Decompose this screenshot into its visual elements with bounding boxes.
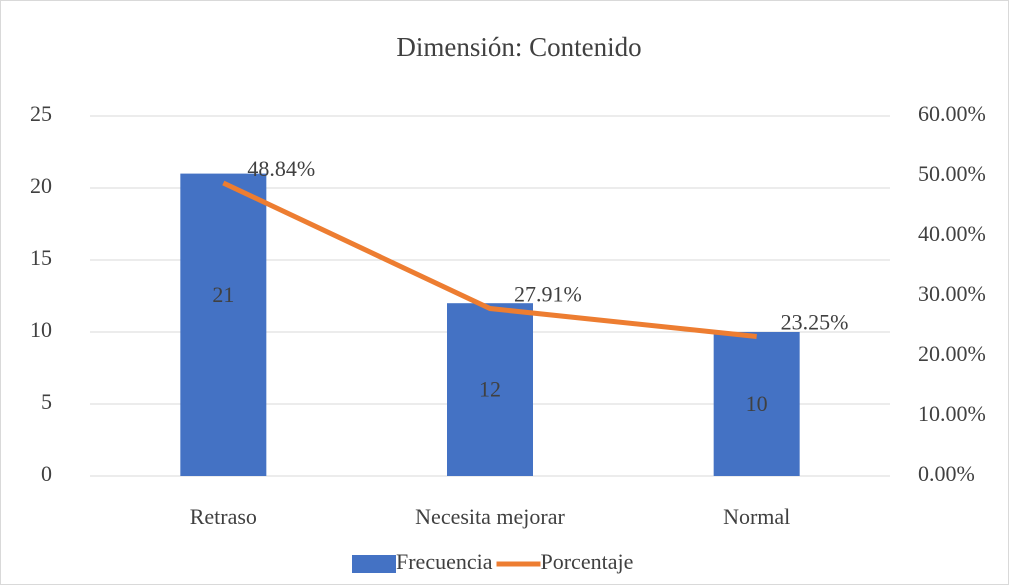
bar-label: 12 <box>479 377 501 402</box>
y-tick-label: 15 <box>30 245 52 270</box>
legend-label: Frecuencia <box>396 549 493 574</box>
bar-label: 21 <box>212 282 234 307</box>
point-label: 27.91% <box>514 282 582 307</box>
legend-swatch <box>352 555 396 573</box>
y2-tick-label: 0.00% <box>918 461 975 486</box>
bar <box>713 332 800 476</box>
y-tick-label: 20 <box>30 173 52 198</box>
y2-tick-label: 50.00% <box>918 161 986 186</box>
point-label: 23.25% <box>781 310 849 335</box>
legend-label: Porcentaje <box>541 549 634 574</box>
y2-tick-label: 30.00% <box>918 281 986 306</box>
bar-label: 10 <box>746 391 768 416</box>
y-tick-label: 0 <box>41 461 52 486</box>
y2-tick-label: 20.00% <box>918 341 986 366</box>
point-label: 48.84% <box>247 156 315 181</box>
x-tick-label: Necesita mejorar <box>415 504 565 529</box>
bar <box>180 173 267 476</box>
y-tick-label: 10 <box>30 317 52 342</box>
y-tick-label: 25 <box>30 101 52 126</box>
y2-tick-label: 40.00% <box>918 221 986 246</box>
line <box>222 180 757 339</box>
y2-tick-label: 60.00% <box>918 101 986 126</box>
bar <box>447 303 533 476</box>
x-tick-label: Normal <box>723 504 790 529</box>
x-tick-label: Retraso <box>190 504 257 529</box>
y2-tick-label: 10.00% <box>918 401 986 426</box>
chart-title: Dimensión: Contenido <box>396 32 641 62</box>
y-tick-label: 5 <box>41 389 52 414</box>
